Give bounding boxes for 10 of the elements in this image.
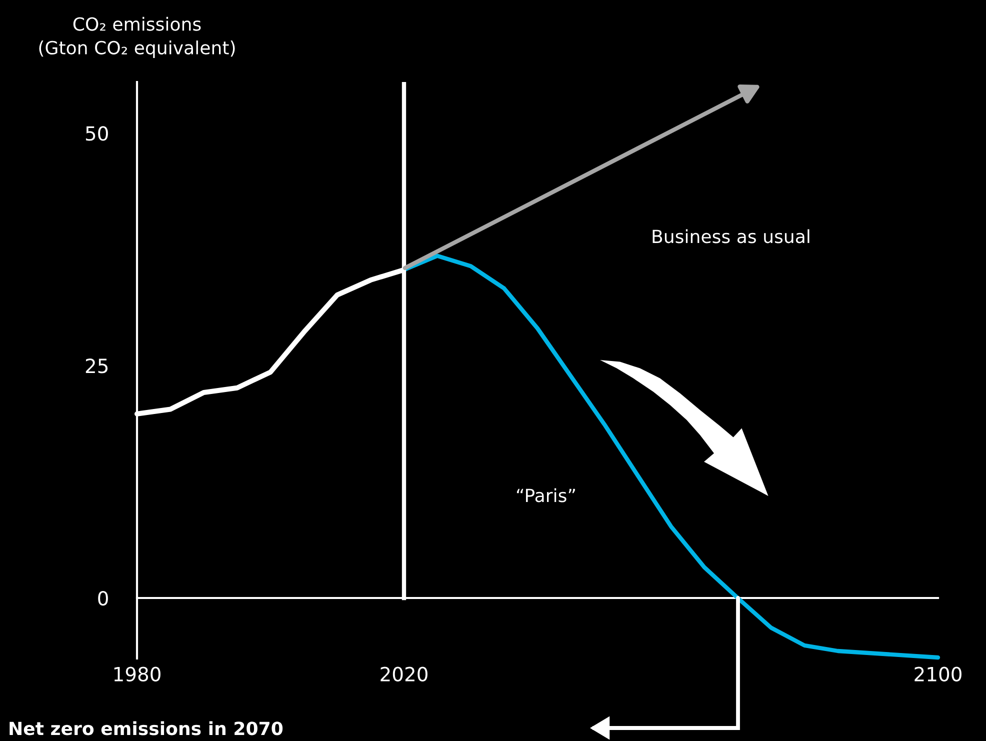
y-tick-label: 0	[98, 590, 108, 606]
y-axis-title: CO₂ emissions (Gton CO₂ equivalent)	[39, 16, 235, 58]
annotation: “Paris”	[516, 488, 575, 502]
annotation: Business as usual	[652, 229, 810, 244]
y-tick-label: 25	[86, 358, 108, 374]
y-tick-label: 50	[86, 126, 108, 141]
x-tick-label: 1980	[114, 666, 160, 682]
x-tick-label: 2100	[914, 666, 962, 682]
text: Net zero emissions in 2070	[10, 721, 283, 736]
x-tick-label: 2020	[380, 666, 428, 682]
